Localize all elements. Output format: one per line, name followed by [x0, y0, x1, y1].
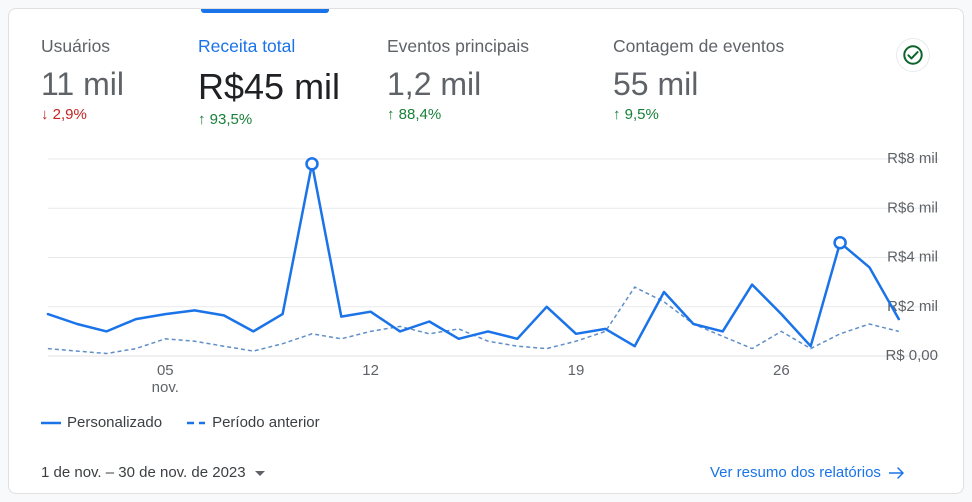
- svg-text:26: 26: [773, 362, 790, 379]
- svg-text:R$4 mil: R$4 mil: [887, 249, 938, 266]
- svg-text:R$8 mil: R$8 mil: [887, 150, 938, 167]
- svg-text:19: 19: [568, 362, 585, 379]
- svg-text:12: 12: [362, 362, 379, 379]
- svg-text:nov.: nov.: [152, 379, 179, 396]
- svg-text:05: 05: [157, 362, 174, 379]
- svg-text:R$ 0,00: R$ 0,00: [885, 347, 938, 364]
- svg-text:R$6 mil: R$6 mil: [887, 199, 938, 216]
